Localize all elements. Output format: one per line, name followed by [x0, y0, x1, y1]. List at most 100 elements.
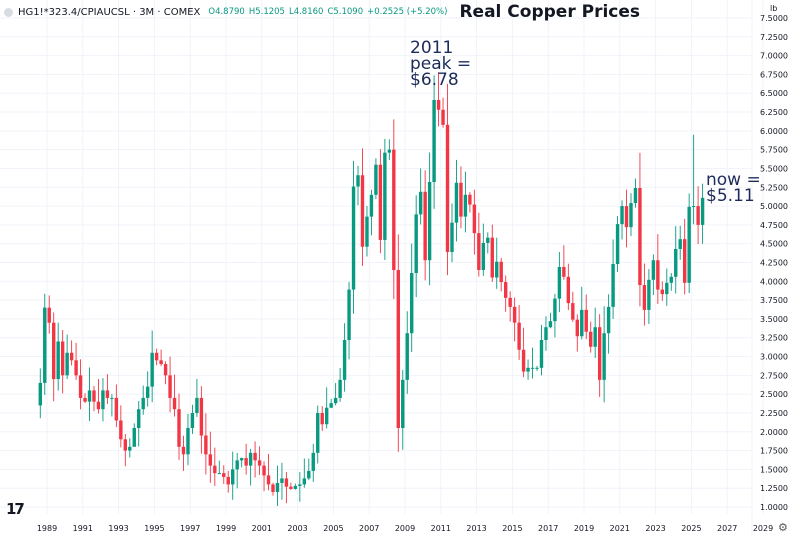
y-tick-label: 4.7500 [760, 221, 788, 230]
candle-body [137, 409, 141, 429]
candle-body [60, 341, 65, 376]
candle-body [396, 270, 400, 429]
candle-body [450, 222, 454, 252]
candle-body [186, 428, 190, 455]
x-tick-label: 1997 [180, 524, 200, 533]
y-tick-label: 1.2500 [760, 484, 788, 493]
candle-body [606, 306, 611, 334]
close-value: C5.1090 [327, 7, 364, 17]
y-tick-label: 7.5000 [760, 14, 788, 23]
candle-body [593, 327, 597, 347]
candle-body [329, 403, 333, 408]
candle-body [231, 469, 235, 485]
y-tick-label: 7.0000 [760, 52, 788, 61]
candle-body [244, 458, 248, 466]
candle-body [427, 182, 432, 261]
candle-body [378, 164, 383, 240]
candle-body [580, 309, 584, 337]
y-tick-label: 3.0000 [760, 353, 788, 362]
candle-body [289, 486, 293, 489]
candle-body [110, 397, 114, 399]
candle-body [114, 397, 119, 421]
y-tick-label: 4.5000 [760, 240, 788, 249]
candle-body [311, 452, 315, 471]
x-tick-label: 2013 [466, 524, 486, 533]
candle-body [566, 276, 571, 304]
candles [38, 72, 705, 506]
candle-body [307, 470, 311, 479]
candle-body [338, 379, 342, 398]
candle-body [101, 390, 105, 410]
candle-body [597, 327, 602, 380]
peak-annotation-line: peak = [410, 54, 472, 74]
time-axis[interactable]: 1989 1991 1993 1995 1997 1999 2001 2003 2005 2007… [37, 524, 773, 533]
candle-body [647, 279, 651, 310]
candle-body [78, 375, 83, 398]
symbol-status-icon [4, 7, 13, 17]
candle-body [204, 435, 208, 455]
y-tick-label: 5.5000 [760, 164, 788, 173]
gear-icon[interactable]: ⚙ [778, 521, 788, 534]
candle-body [696, 206, 700, 225]
candle-body [669, 276, 673, 283]
open-value: O4.8790 [208, 7, 245, 17]
candle-body [387, 149, 392, 153]
x-tick-label: 2023 [645, 524, 665, 533]
candle-body [369, 194, 374, 217]
candle-body [589, 331, 593, 347]
x-tick-label: 2011 [431, 524, 451, 533]
now-annotation: now = $5.11 [706, 170, 761, 206]
y-tick-label: 1.5000 [760, 465, 788, 474]
candle-body [172, 397, 177, 410]
candle-body [69, 352, 74, 361]
candle-body [468, 194, 472, 205]
candle-body [177, 409, 181, 447]
candle-body [660, 289, 665, 295]
candle-body [356, 175, 360, 187]
peak-annotation-line: 2011 [410, 38, 454, 58]
candle-body [539, 339, 544, 368]
candle-body [163, 364, 168, 376]
symbol-label[interactable]: HG1!*323.4/CPIAUCSL · 3M · COMEX [18, 6, 201, 18]
y-tick-label: 2.0000 [760, 428, 788, 437]
candle-body [324, 407, 329, 425]
candle-body [687, 206, 691, 283]
candle-body [512, 306, 517, 323]
candle-body [553, 298, 557, 322]
now-annotation-line: $5.11 [706, 186, 755, 206]
candle-body [262, 465, 266, 476]
candle-body [530, 367, 535, 369]
candle-body [316, 412, 320, 453]
peak-annotation-line: $6.78 [410, 70, 459, 90]
x-tick-label: 2009 [395, 524, 415, 533]
x-tick-label: 1993 [108, 524, 128, 533]
candle-body [365, 216, 369, 247]
candle-body [620, 206, 624, 225]
grid [0, 0, 764, 537]
candle-body [266, 475, 271, 485]
x-tick-label: 1995 [144, 524, 164, 533]
candle-body [83, 397, 87, 402]
tradingview-logo[interactable]: 17 [6, 500, 25, 518]
candle-body [418, 191, 423, 215]
candle-body [145, 386, 150, 398]
x-tick-label: 2021 [610, 524, 630, 533]
chart-title: Real Copper Prices [459, 2, 641, 22]
candle-body [168, 375, 172, 398]
candle-body [633, 188, 638, 204]
candle-body [271, 484, 275, 492]
candle-body [43, 307, 47, 383]
candle-body [132, 428, 136, 447]
now-annotation-line: now = [706, 170, 761, 190]
candle-body [275, 482, 280, 492]
y-tick-label: 6.0000 [760, 127, 788, 136]
y-tick-label: 7.2500 [760, 33, 788, 42]
candle-body [535, 367, 539, 369]
candle-body [253, 452, 257, 461]
candle-body [674, 248, 678, 277]
price-axis[interactable]: 7.5000 7.2500 7.0000 6.7500 6.5000 6.2500 6.00… [760, 14, 788, 512]
candle-body [248, 452, 253, 466]
y-tick-label: 3.7500 [760, 296, 788, 305]
candle-body [508, 297, 512, 307]
